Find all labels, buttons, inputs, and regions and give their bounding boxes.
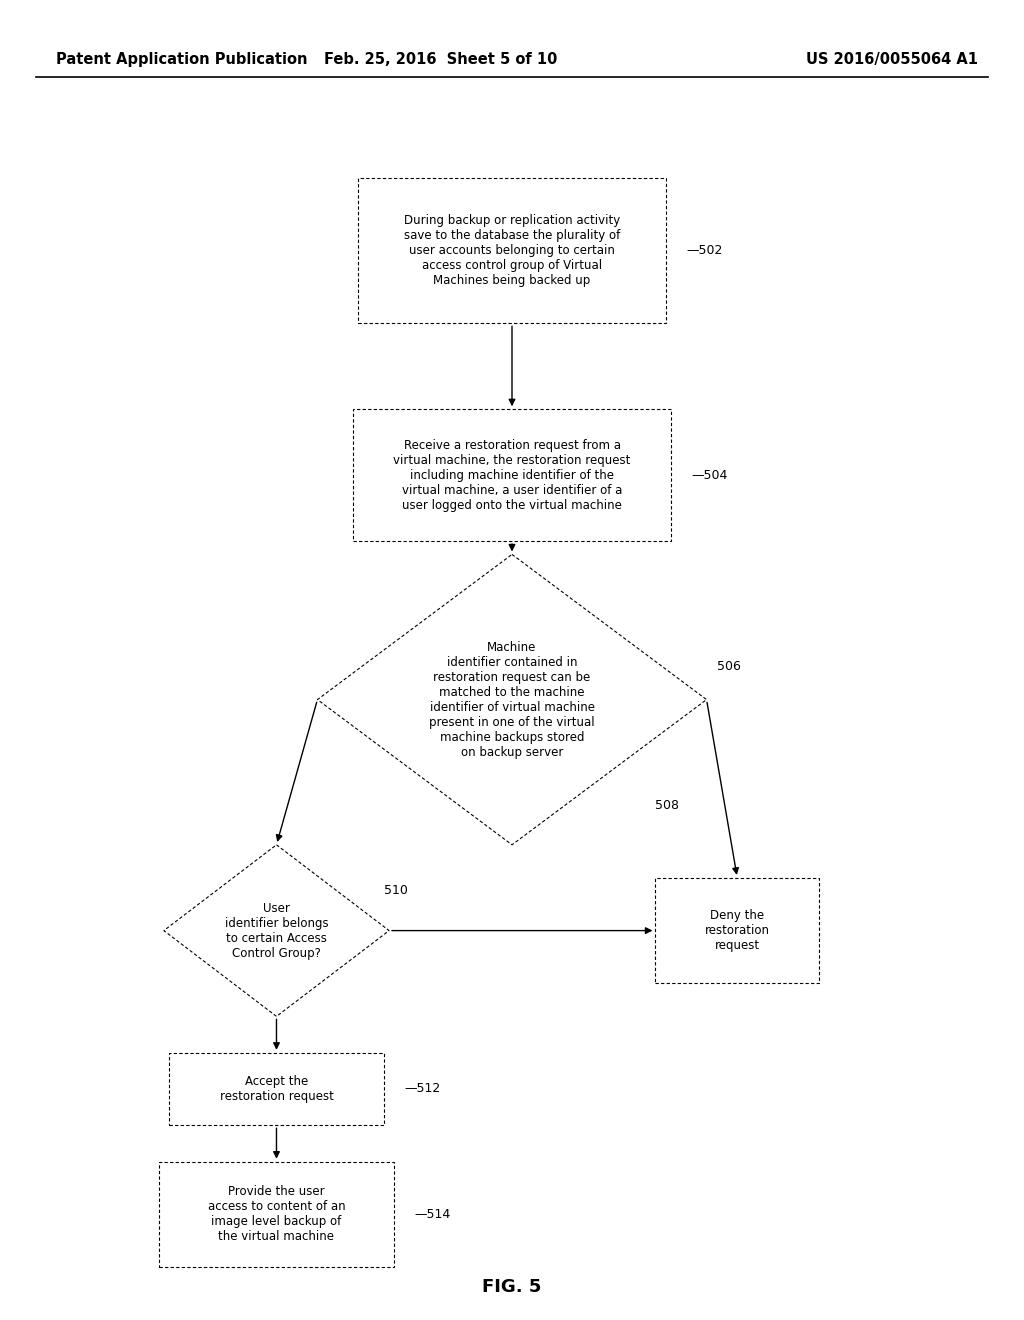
Text: Feb. 25, 2016  Sheet 5 of 10: Feb. 25, 2016 Sheet 5 of 10 xyxy=(324,51,557,67)
Text: Patent Application Publication: Patent Application Publication xyxy=(56,51,308,67)
Text: US 2016/0055064 A1: US 2016/0055064 A1 xyxy=(806,51,978,67)
Text: Accept the
restoration request: Accept the restoration request xyxy=(219,1074,334,1104)
Text: —514: —514 xyxy=(415,1208,451,1221)
Text: 506: 506 xyxy=(717,660,740,673)
Text: 508: 508 xyxy=(655,799,679,812)
Bar xyxy=(353,409,671,541)
Text: —502: —502 xyxy=(686,244,723,257)
Text: Receive a restoration request from a
virtual machine, the restoration request
in: Receive a restoration request from a vir… xyxy=(393,438,631,512)
Text: Machine
identifier contained in
restoration request can be
matched to the machin: Machine identifier contained in restorat… xyxy=(429,640,595,759)
Text: FIG. 5: FIG. 5 xyxy=(482,1278,542,1296)
Text: Deny the
restoration
request: Deny the restoration request xyxy=(705,909,770,952)
Bar xyxy=(655,878,819,983)
Text: 510: 510 xyxy=(384,884,408,898)
Bar xyxy=(159,1162,394,1267)
Text: —504: —504 xyxy=(691,469,728,482)
Text: —512: —512 xyxy=(404,1082,440,1096)
Bar xyxy=(169,1053,384,1125)
Text: Provide the user
access to content of an
image level backup of
the virtual machi: Provide the user access to content of an… xyxy=(208,1185,345,1243)
Polygon shape xyxy=(317,554,707,845)
Polygon shape xyxy=(164,845,389,1016)
Text: User
identifier belongs
to certain Access
Control Group?: User identifier belongs to certain Acces… xyxy=(224,902,329,960)
Bar xyxy=(358,178,666,323)
Text: During backup or replication activity
save to the database the plurality of
user: During backup or replication activity sa… xyxy=(403,214,621,288)
